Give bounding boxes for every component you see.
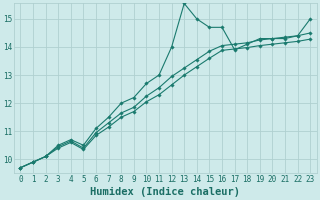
X-axis label: Humidex (Indice chaleur): Humidex (Indice chaleur) (90, 186, 240, 197)
